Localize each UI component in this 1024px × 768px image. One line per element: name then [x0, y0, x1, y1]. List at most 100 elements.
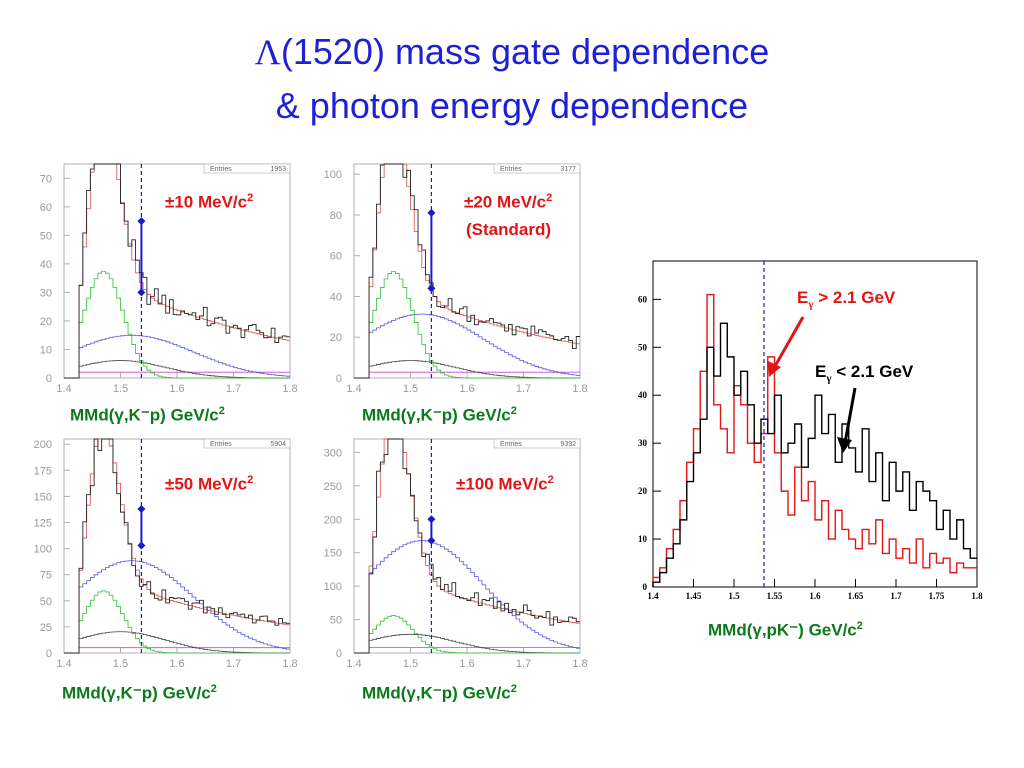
xlabel-panel-energy: MMd(γ,pK⁻) GeV/c2	[708, 620, 863, 640]
gate-marker-top	[137, 217, 146, 226]
y-tick-label: 30	[638, 438, 648, 448]
gate-label-50: ±50 MeV/c2	[165, 474, 254, 494]
y-tick-label: 20	[330, 332, 342, 344]
y-tick-label: 75	[40, 570, 52, 582]
x-tick-label: 1.6	[169, 658, 184, 670]
gate-label-20: ±20 MeV/c2	[464, 192, 553, 212]
x-tick-label: 1.5	[728, 591, 740, 601]
x-tick-label: 1.5	[113, 658, 128, 670]
x-tick-label: 1.5	[113, 383, 128, 395]
x-tick-label: 1.6	[809, 591, 821, 601]
x-tick-label: 1.8	[572, 658, 587, 670]
series-magenta	[354, 646, 580, 654]
stat-box	[493, 163, 581, 174]
y-tick-label: 0	[46, 373, 52, 385]
y-tick-label: 0	[336, 373, 342, 385]
x-tick-label: 1.6	[459, 658, 474, 670]
gate-marker-bottom	[137, 541, 146, 550]
arrow-high-head	[768, 361, 781, 377]
x-tick-label: 1.5	[403, 658, 418, 670]
x-tick-label: 1.45	[686, 591, 702, 601]
y-tick-label: 10	[40, 344, 52, 356]
series-magenta	[64, 647, 290, 654]
y-tick-label: 175	[34, 465, 52, 477]
x-tick-label: 1.4	[647, 591, 659, 601]
series-green-component	[354, 615, 580, 654]
y-tick-label: 20	[40, 316, 52, 328]
chart-panel-energy: 0 10 20 30 40 50 60 1.4 1.45 1.5 1.55 1.6 1.65 1.7 1.7…	[638, 260, 983, 601]
y-tick-label: 150	[324, 548, 342, 560]
y-tick-label: 200	[34, 439, 52, 451]
x-tick-label: 1.8	[282, 658, 297, 670]
series-green-component	[354, 271, 580, 379]
y-tick-label: 40	[638, 390, 648, 400]
series-data	[64, 163, 290, 379]
y-tick-label: 30	[40, 287, 52, 299]
series-egamma-high	[652, 293, 977, 587]
series-green-component	[64, 270, 290, 379]
chart-panel-10: Entries 1953 0 10 20 30 40 50 60 70 1.4 1.5 1.6 1.7 1.…	[40, 163, 298, 395]
series-magenta	[64, 371, 290, 379]
x-tick-label: 1.7	[890, 591, 902, 601]
stat-entries-label: Entries	[210, 166, 232, 173]
x-tick-label: 1.4	[56, 658, 71, 670]
standard-label: (Standard)	[466, 220, 551, 239]
y-tick-label: 50	[330, 615, 342, 627]
series-data	[354, 163, 580, 379]
series-blue-component	[64, 334, 290, 379]
y-tick-label: 70	[40, 173, 52, 185]
stat-entries-label: Entries	[500, 441, 522, 448]
y-tick-label: 100	[34, 544, 52, 556]
arrow-low-head	[837, 437, 852, 453]
chart-panel-50: Entries 5904 0 25 50 75 100 125 150 175 200 1.4 1.5 1…	[34, 438, 298, 670]
y-tick-label: 80	[330, 210, 342, 222]
gate-label-100: ±100 MeV/c2	[456, 474, 554, 494]
y-tick-label: 50	[40, 230, 52, 242]
gate-marker-top	[427, 515, 436, 524]
series-data	[354, 438, 580, 654]
stat-box	[203, 438, 291, 449]
y-tick-label: 60	[638, 294, 648, 304]
x-tick-label: 1.7	[516, 383, 531, 395]
stat-entries-value: 3177	[560, 166, 576, 173]
chart-panel-20: Entries 3177 0 20 40 60 80 100 1.4 1.5 1.6 1.7 1.8	[324, 163, 588, 395]
gate-marker-top	[137, 504, 146, 513]
x-tick-label: 1.8	[971, 591, 983, 601]
series-blue-component	[354, 313, 580, 379]
gate-label-10: ±10 MeV/c2	[165, 192, 254, 212]
stat-box	[493, 438, 581, 449]
x-tick-label: 1.7	[516, 658, 531, 670]
series-data	[64, 438, 290, 654]
gate-marker-bottom	[427, 536, 436, 545]
x-tick-label: 1.6	[459, 383, 474, 395]
y-tick-label: 50	[40, 596, 52, 608]
series-blue-component	[64, 560, 290, 654]
y-tick-label: 125	[34, 518, 52, 530]
x-tick-label: 1.4	[346, 658, 361, 670]
x-tick-label: 1.6	[169, 383, 184, 395]
gate-marker-bottom	[137, 288, 146, 297]
x-tick-label: 1.5	[403, 383, 418, 395]
y-tick-label: 0	[336, 648, 342, 660]
x-tick-label: 1.65	[848, 591, 864, 601]
y-tick-label: 150	[34, 491, 52, 503]
y-tick-label: 300	[324, 447, 342, 459]
series-egamma-low	[652, 322, 977, 587]
series-blue-component	[354, 540, 580, 654]
y-tick-label: 20	[638, 486, 648, 496]
stat-box	[203, 163, 291, 174]
gate-marker-top	[427, 208, 436, 217]
stat-entries-label: Entries	[500, 166, 522, 173]
y-tick-label: 40	[40, 259, 52, 271]
y-tick-label: 25	[40, 622, 52, 634]
x-tick-label: 1.55	[767, 591, 783, 601]
x-tick-label: 1.4	[56, 383, 71, 395]
lambda-symbol: Λ	[254, 32, 281, 72]
arrow-low-shaft	[843, 387, 857, 444]
gate-marker-bottom	[427, 284, 436, 293]
x-tick-label: 1.7	[226, 383, 241, 395]
y-tick-label: 60	[40, 202, 52, 214]
y-tick-label: 0	[46, 648, 52, 660]
x-tick-label: 1.4	[346, 383, 361, 395]
y-tick-label: 40	[330, 291, 342, 303]
